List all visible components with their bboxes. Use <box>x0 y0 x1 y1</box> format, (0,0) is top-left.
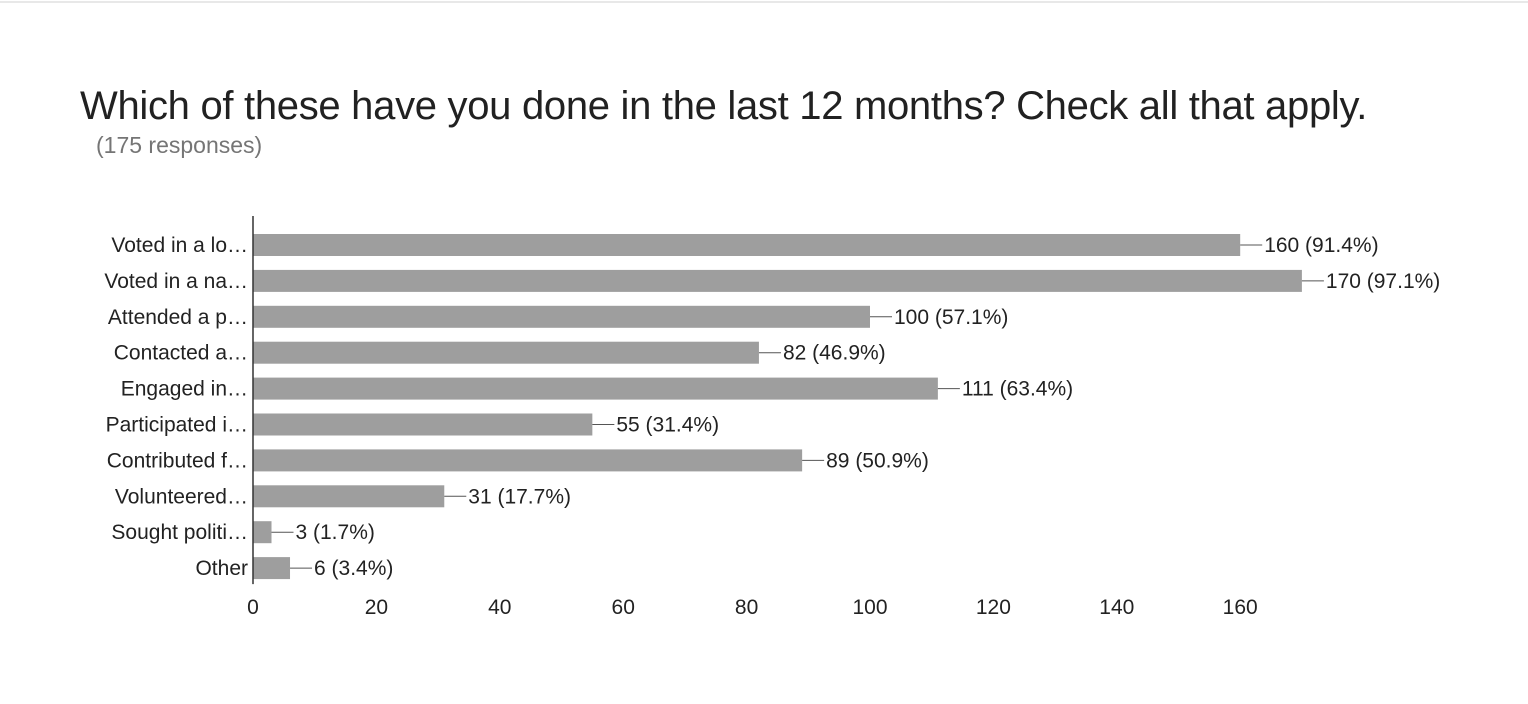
data-label: 170 (97.1%) <box>1326 270 1440 293</box>
category-label: Voted in a lo… <box>111 234 248 257</box>
x-tick-label: 160 <box>1223 596 1258 619</box>
bar <box>253 413 593 436</box>
x-tick-label: 0 <box>247 596 259 619</box>
x-tick-label: 100 <box>852 596 887 619</box>
category-label: Sought politi… <box>111 521 248 544</box>
top-divider <box>0 1 1528 3</box>
data-label: 100 (57.1%) <box>894 306 1008 329</box>
data-label: 160 (91.4%) <box>1264 234 1378 257</box>
category-label: Volunteered… <box>115 485 248 508</box>
response-count: (175 responses) <box>96 132 263 158</box>
bar <box>253 234 1241 256</box>
bar <box>253 521 272 544</box>
x-tick-label: 80 <box>735 596 758 619</box>
category-label: Engaged in… <box>121 378 248 401</box>
chart-title: Which of these have you done in the last… <box>80 84 1368 128</box>
bar <box>253 557 291 580</box>
category-label: Voted in a na… <box>104 270 248 293</box>
category-label: Contacted a… <box>114 342 248 365</box>
bar <box>253 341 759 364</box>
data-label: 55 (31.4%) <box>616 414 719 437</box>
bar <box>253 449 803 472</box>
data-label: 89 (50.9%) <box>826 449 929 472</box>
category-label: Contributed f… <box>107 449 248 472</box>
bar <box>253 269 1302 292</box>
category-label: Participated i… <box>106 414 248 437</box>
data-label: 6 (3.4%) <box>314 557 393 580</box>
x-tick-label: 20 <box>365 596 388 619</box>
data-label: 82 (46.9%) <box>783 342 886 365</box>
category-label: Attended a p… <box>108 306 248 329</box>
bar <box>253 485 445 508</box>
x-tick-label: 40 <box>488 596 511 619</box>
category-label: Other <box>195 557 248 580</box>
data-label: 111 (63.4%) <box>962 378 1073 401</box>
x-tick-label: 60 <box>612 596 635 619</box>
x-tick-label: 120 <box>976 596 1011 619</box>
x-tick-label: 140 <box>1099 596 1134 619</box>
bar <box>253 377 938 400</box>
bar <box>253 305 870 328</box>
data-label: 31 (17.7%) <box>468 485 571 508</box>
data-label: 3 (1.7%) <box>296 521 375 544</box>
